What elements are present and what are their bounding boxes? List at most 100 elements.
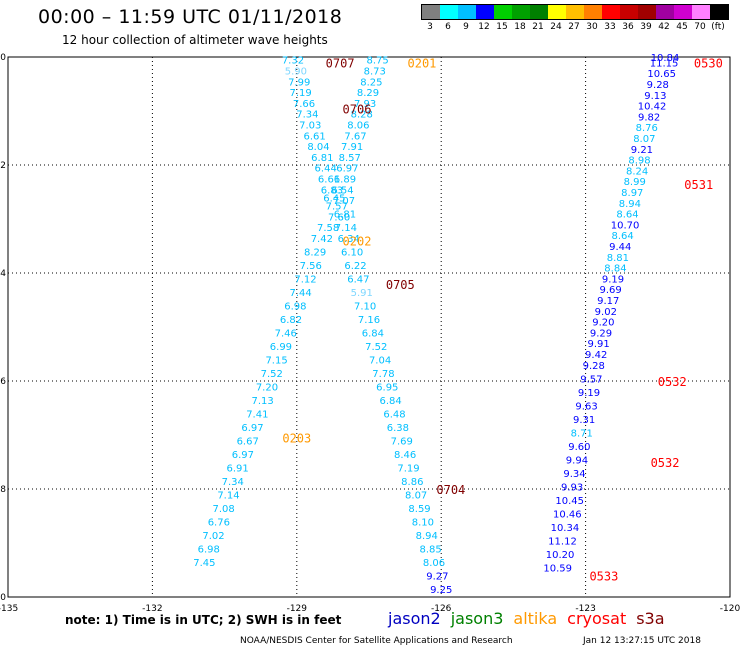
swh-label: 6.54 [331,185,353,196]
swh-label: 9.17 [597,296,619,307]
swh-label: 7.20 [256,382,278,393]
swh-label: 8.97 [621,188,643,199]
swh-label: 9.42 [585,350,607,361]
swh-label: 8.99 [624,177,646,188]
swh-label: 8.85 [419,544,441,555]
color-scale-swatch [602,5,620,19]
pass-time-label: 0531 [684,178,713,192]
swh-label: 9.19 [602,274,624,285]
legend-item-jason2: jason2 [388,609,441,628]
swh-label: 10.84 [651,53,680,64]
x-tick-label: -135 [0,604,18,614]
swh-label: 9.20 [592,318,614,329]
swh-label: 9.93 [561,482,583,493]
swh-label: 6.95 [376,382,398,393]
swh-label: 7.14 [217,490,239,501]
pass-time-label: 0202 [343,235,372,249]
color-scale-swatch [620,5,638,19]
footer-credit: NOAA/NESDIS Center for Satellite Applica… [240,636,513,646]
swh-label: 9.13 [644,91,666,102]
y-tick-label: -42 [0,161,6,171]
pass-time-label: 0706 [343,102,372,116]
footer-timestamp: Jan 12 13:27:15 UTC 2018 [583,636,701,646]
swh-label: 7.02 [202,531,224,542]
swh-label: 6.91 [226,463,248,474]
swh-label: 7.44 [290,288,312,299]
page-title: 00:00 – 11:59 UTC 01/11/2018 [38,6,343,28]
swh-label: 8.25 [360,77,382,88]
color-scale-label: 3 [427,22,433,32]
swh-label: 9.34 [563,469,585,480]
swh-label: 6.84 [362,328,384,339]
swh-label: 6.83 [321,185,343,196]
color-scale-swatch [638,5,656,19]
swh-label: 9.28 [647,80,669,91]
swh-label: 6.97 [241,423,263,434]
swh-label: 7.14 [335,223,357,234]
swh-label: 7.56 [300,261,322,272]
color-scale-label: 12 [478,22,490,32]
swh-label: 6.34 [338,234,360,245]
swh-label: 9.57 [580,374,602,385]
y-tick-label: -48 [0,485,6,495]
swh-label: 8.59 [408,504,430,515]
swh-label: 9.19 [578,388,600,399]
color-scale-swatch [548,5,566,19]
swh-label: 5.91 [351,288,373,299]
swh-label: 7.93 [354,99,376,110]
swh-label: 9.25 [430,585,452,596]
swh-label: 7.15 [265,355,287,366]
swh-label: 9.21 [631,145,653,156]
swh-label: 7.34 [222,477,244,488]
swh-label: 8.29 [357,88,379,99]
x-tick-label: -123 [575,604,595,614]
swh-label: 7.66 [293,99,315,110]
swh-label: 10.45 [555,496,584,507]
swh-label: 8.28 [351,110,373,121]
color-scale-swatch [710,5,728,19]
pass-time-label: 0707 [326,56,355,70]
swh-label: 5.90 [285,67,307,78]
color-scale-label: 39 [640,22,652,32]
swh-label: 6.61 [318,175,340,186]
swh-label: 8.98 [628,156,650,167]
color-scale-swatch [422,5,440,19]
swh-label: 7.45 [193,558,215,569]
color-scale-swatch [512,5,530,19]
swh-label: 9.31 [573,415,595,426]
swh-label: 9.28 [583,361,605,372]
swh-label: 10.34 [551,523,580,534]
pass-time-label: 0533 [589,569,618,583]
swh-label: 9.63 [575,401,597,412]
color-scale-labels: 3 6 9 12 15 18 21 24 27 30 33 36 39 42 45 70 (ft) [421,22,740,34]
swh-label: 6.22 [344,261,366,272]
swh-label: 7.46 [275,328,297,339]
swh-label: 7.32 [282,56,304,67]
swh-label: 6.84 [380,396,402,407]
swh-label: 7.58 [317,223,339,234]
swh-label: 6.98 [284,301,306,312]
swh-label: 9.60 [568,442,590,453]
swh-label: 8.29 [304,247,326,258]
color-scale-label: 33 [604,22,616,32]
swh-label: 8.81 [607,253,629,264]
color-scale-swatch [494,5,512,19]
color-scale-swatch [566,5,584,19]
swh-label: 8.24 [626,166,648,177]
swh-label: 8.04 [307,142,329,153]
swh-label: 7.67 [344,131,366,142]
color-scale-label: 27 [568,22,580,32]
x-tick-label: -132 [142,604,162,614]
color-scale-swatch [440,5,458,19]
swh-label: 6.47 [347,274,369,285]
x-tick-label: -126 [431,604,452,614]
color-scale-swatch [692,5,710,19]
color-scale-label: 30 [586,22,598,32]
swh-label: 6.81 [311,153,333,164]
pass-time-label: 0532 [658,375,687,389]
color-scale-label: 24 [550,22,562,32]
swh-label: 6.99 [270,342,292,353]
y-tick-label: -50 [0,593,6,603]
color-scale-label: 45 [676,22,688,32]
